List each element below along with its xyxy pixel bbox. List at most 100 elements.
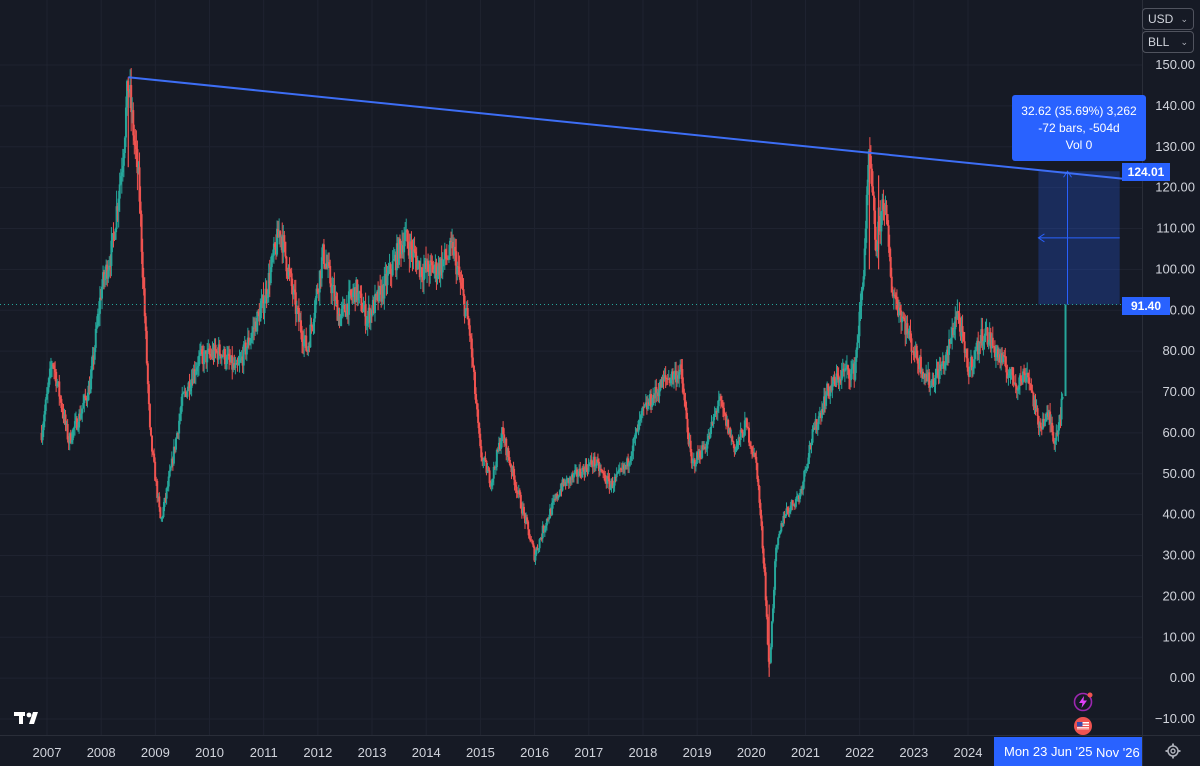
trendline[interactable] (128, 76, 1131, 181)
candle-body (768, 661, 771, 663)
time-tick-label: 2010 (195, 745, 224, 760)
candle-body (434, 262, 437, 270)
candle-body (576, 469, 579, 477)
candle-body (341, 305, 344, 309)
candle-body (84, 395, 87, 398)
candle-body (841, 368, 844, 371)
candle-body (554, 498, 557, 500)
candle-body (60, 398, 63, 408)
currency-selector[interactable]: USD ⌄ (1142, 8, 1194, 30)
candle-body (423, 260, 426, 269)
candle-body (318, 270, 321, 293)
candle-body (49, 367, 52, 369)
candle-body (301, 332, 304, 342)
candle-body (985, 327, 988, 329)
candle-body (296, 307, 299, 309)
candle-body (836, 373, 839, 376)
candle-body (188, 382, 191, 392)
candle-body (166, 486, 169, 489)
arrow-up-icon (1063, 170, 1072, 178)
candle-body (477, 409, 480, 423)
candle-body (619, 468, 622, 470)
candle-body (427, 260, 430, 272)
candle-body (480, 446, 483, 458)
candle-body (108, 265, 111, 271)
candle-body (191, 378, 194, 384)
candle-body (902, 316, 905, 318)
candle-body (774, 561, 777, 590)
candle-body (465, 308, 468, 310)
lightning-icon[interactable] (1073, 692, 1093, 712)
candle-body (964, 349, 967, 353)
candle-body (272, 243, 275, 256)
candle-body (1050, 422, 1053, 424)
candle-body (398, 238, 401, 245)
gear-icon[interactable] (1165, 743, 1181, 759)
us-flag-icon[interactable] (1073, 716, 1093, 736)
time-tick-label: 2016 (520, 745, 549, 760)
candle-body (229, 359, 232, 362)
candle-body (88, 385, 91, 394)
candle-body (978, 342, 981, 355)
candle-body (686, 418, 689, 433)
candle-body (794, 499, 797, 507)
candle-body (631, 451, 634, 456)
candle-body (681, 368, 684, 384)
candle-body (926, 374, 929, 382)
candle-body (790, 500, 793, 506)
candle-body (214, 344, 217, 351)
candle-body (212, 350, 215, 359)
candle-body (440, 258, 443, 273)
candle-body (237, 363, 240, 366)
candle-body (713, 413, 716, 417)
candle-body (205, 350, 208, 363)
candle-body (748, 427, 751, 443)
candle-body (920, 371, 923, 374)
candle-body (518, 490, 521, 495)
candle-body (957, 310, 960, 314)
candle-body (149, 427, 152, 436)
candle-body (583, 469, 586, 475)
candle-body (980, 329, 983, 343)
candle-body (901, 316, 904, 323)
candle-body (405, 229, 408, 233)
chart-canvas[interactable] (0, 0, 1142, 735)
candle-body (174, 438, 177, 450)
unit-selector[interactable]: BLL ⌄ (1142, 31, 1194, 53)
candle-body (269, 267, 272, 284)
candle-body (304, 335, 307, 340)
candle-body (696, 452, 699, 458)
price-axis[interactable]: 150.00 140.00 130.00 120.00 110.00 100.00 90.0… (1142, 0, 1200, 735)
candle-body (884, 204, 887, 211)
candle-body (921, 371, 924, 379)
candle-body (82, 402, 85, 409)
candle-body (154, 461, 157, 481)
candle-body (650, 394, 653, 407)
time-axis[interactable]: 2007 2008 2009 2010 2011 2012 2013 2014 2015 2016… (0, 735, 1142, 766)
candle-body (813, 427, 816, 430)
target-price-tag: 124.01 (1122, 163, 1170, 181)
candle-body (362, 308, 365, 313)
candle-body (143, 288, 146, 317)
candle-body (641, 406, 644, 411)
candle-body (57, 381, 60, 384)
candle-body (284, 241, 287, 257)
candle-body (276, 228, 279, 255)
candle-body (644, 402, 647, 405)
candle-body (516, 492, 519, 494)
candle-body (803, 470, 806, 482)
candle-body (863, 248, 866, 277)
candle-body (135, 145, 138, 150)
candle-body (138, 167, 141, 202)
candle-body (849, 378, 852, 381)
candle-body (118, 184, 121, 199)
price-chart[interactable] (0, 0, 1142, 735)
candle-body (668, 378, 671, 384)
candle-body (165, 488, 168, 499)
candle-body (745, 418, 748, 428)
tradingview-logo-icon[interactable] (14, 708, 44, 728)
candle-body (969, 356, 972, 367)
price-tick-label: 50.00 (1162, 466, 1195, 481)
candle-body (657, 392, 660, 397)
candle-body (431, 261, 434, 266)
